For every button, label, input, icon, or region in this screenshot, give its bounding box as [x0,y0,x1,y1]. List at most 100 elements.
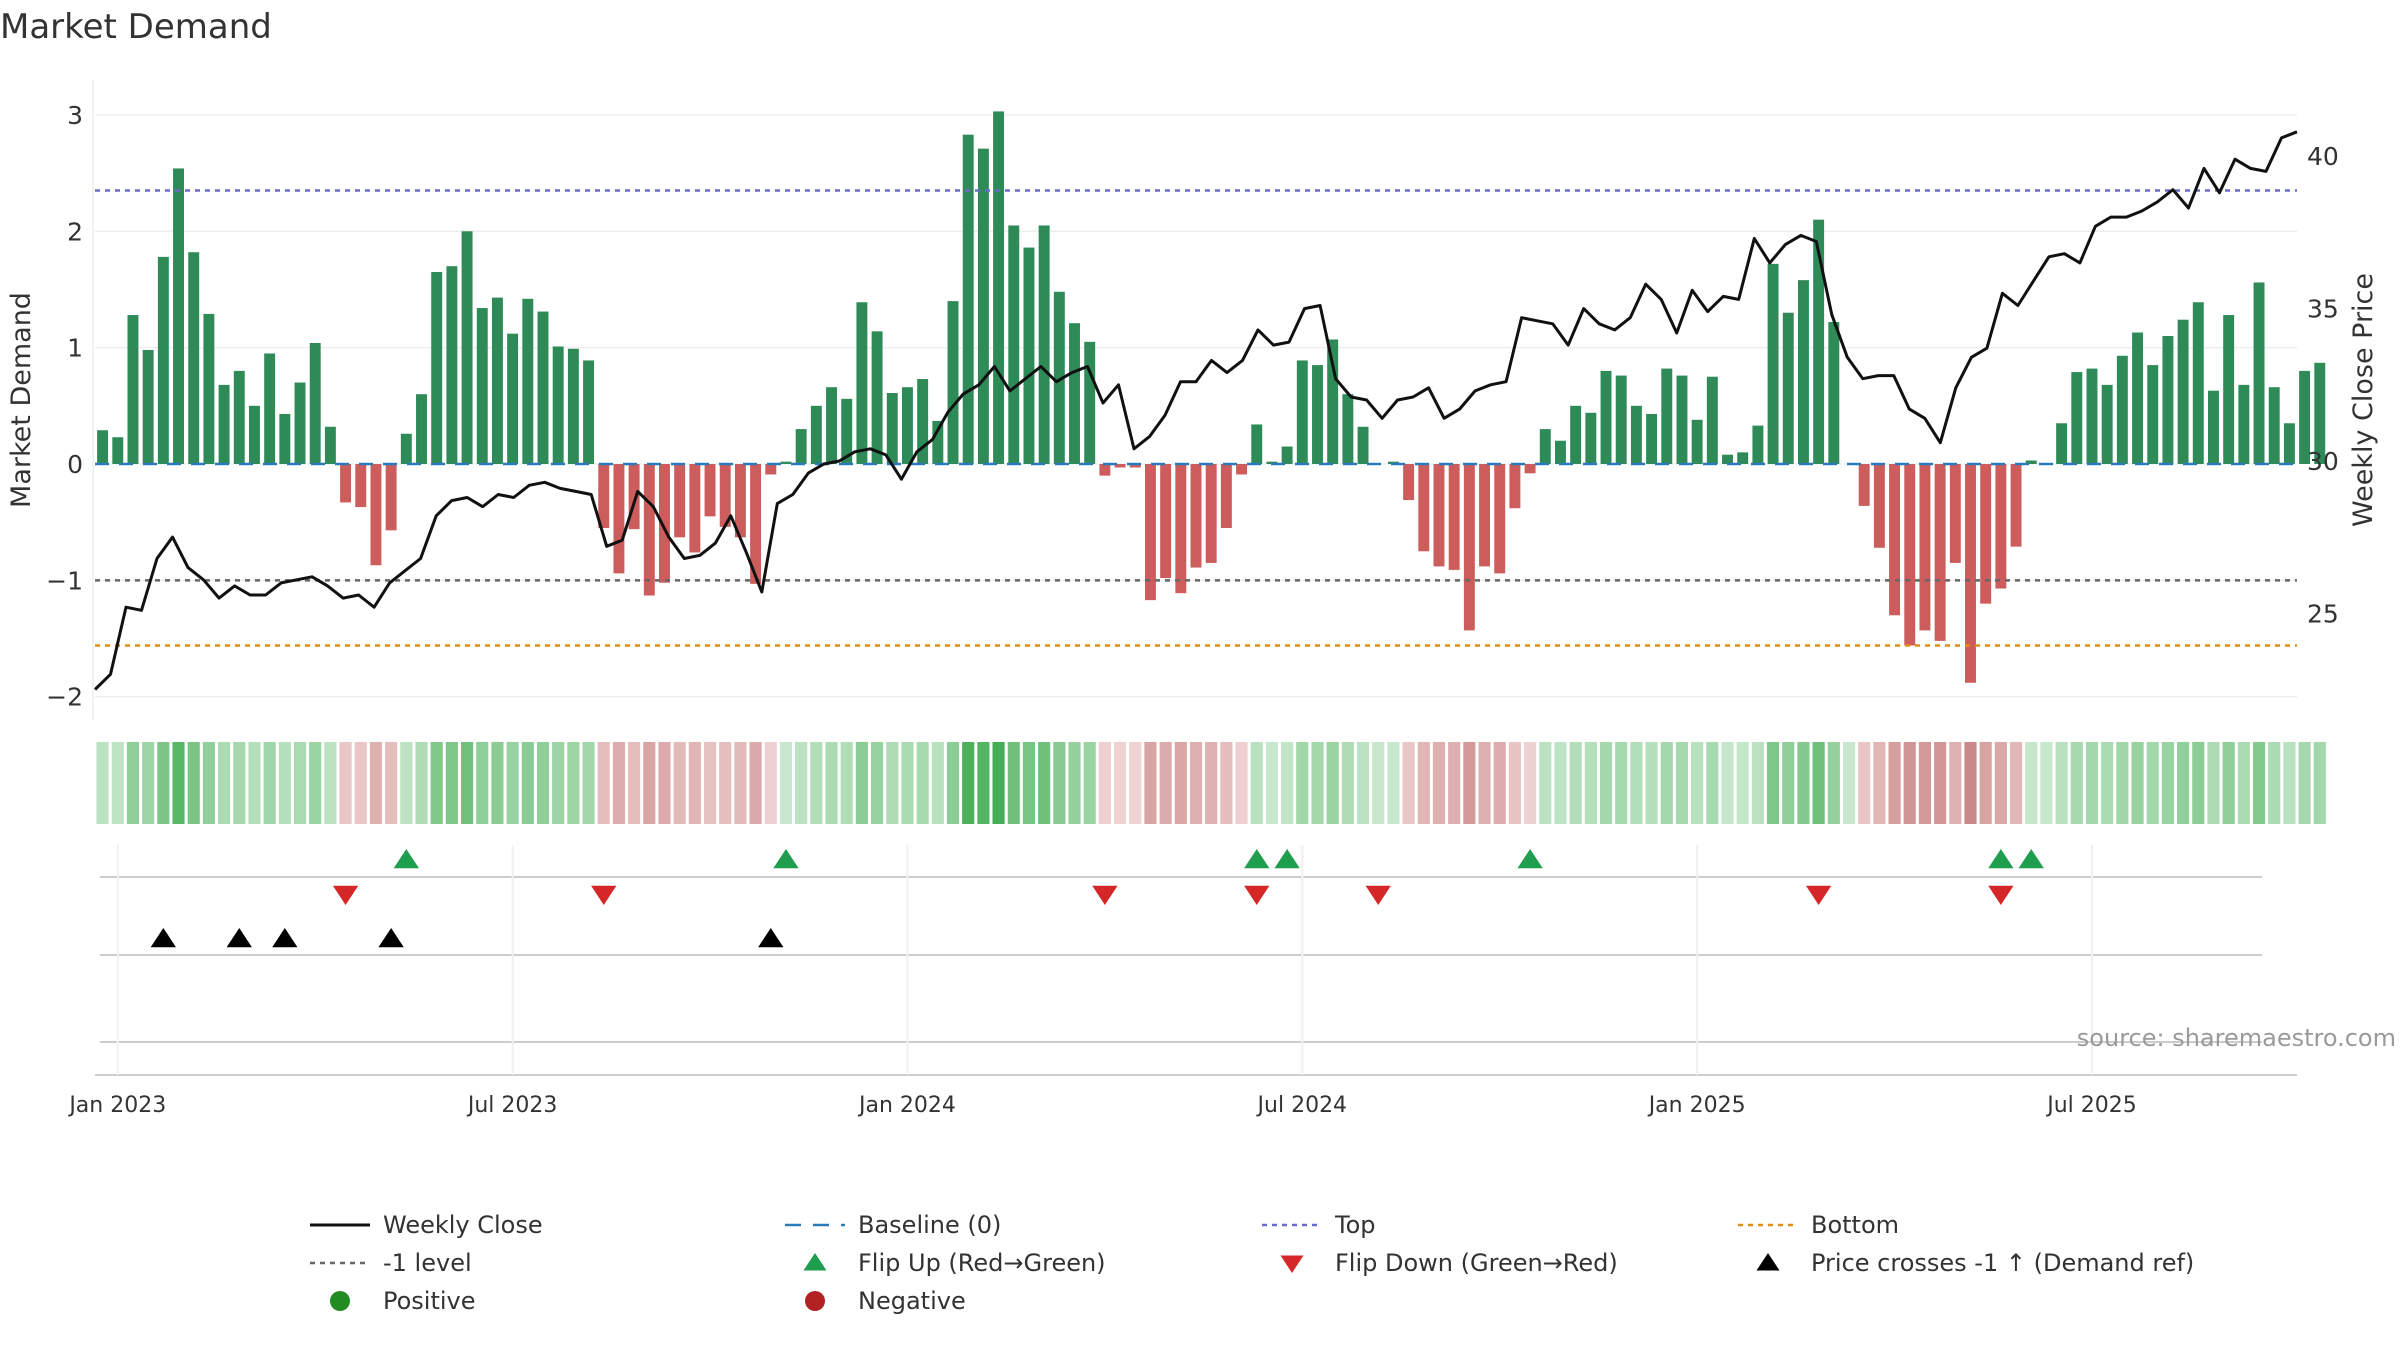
strip-cell [703,742,717,824]
strip-cell [1645,742,1658,824]
legend-flipup-label: Flip Up (Red→Green) [858,1249,1106,1277]
strip-cell [1296,742,1309,824]
demand-bar-positive [2132,332,2144,464]
strip-cell [1083,742,1096,824]
strip-cell [1524,742,1537,824]
demand-bar-negative [1919,464,1931,631]
demand-bar-positive [127,315,139,464]
strip-cell [901,742,914,824]
demand-bar-positive [795,429,807,464]
strip-cell [1599,742,1613,824]
strip-cell [2085,742,2099,824]
strip-cell [1569,742,1582,824]
strip-cell [1417,742,1430,824]
strip-cell [1341,742,1354,824]
strip-cell [1205,742,1218,824]
demand-bar-negative [659,464,670,583]
demand-bar-negative [1949,464,1961,563]
strip-cell [248,742,261,824]
demand-bar-positive [1752,425,1764,464]
strip-cell [977,742,990,824]
demand-bar-negative [1479,464,1491,567]
demand-bar-positive [507,333,519,464]
flip-down-marker [591,885,617,905]
strip-cell [491,742,504,824]
demand-bar-positive [1084,341,1096,464]
strip-cell [1615,742,1628,824]
strip-cell [415,742,428,824]
demand-bar-negative [1509,464,1521,509]
strip-cell [1873,742,1886,824]
x-tick-label: Jul 2025 [2045,1093,2137,1118]
demand-bar-negative [765,464,777,475]
strip-cell [339,742,352,824]
demand-bar-positive [233,370,245,464]
demand-bar-negative [1980,464,1992,604]
demand-bar-negative [628,464,640,530]
demand-bar-positive [1828,322,1840,464]
demand-bar-positive [2208,390,2219,464]
legend-flipdown-label: Flip Down (Green→Red) [1335,1249,1618,1277]
strip-cell [2116,742,2129,824]
strip-cell [1721,742,1734,824]
demand-bar-positive [97,430,109,464]
demand-bar-positive [1038,225,1050,464]
demand-bar-positive [491,297,503,464]
legend: Weekly Close Baseline (0) Top Bottom -1 leve… [310,1211,2194,1315]
legend-bottom-label: Bottom [1811,1211,1899,1239]
demand-bar-positive [1646,413,1658,464]
demand-bar-negative [1205,464,1217,563]
strip-cell [597,742,610,824]
y-tick-label: −2 [46,683,83,712]
demand-bar-negative [1463,464,1475,631]
demand-bar-negative [613,464,625,574]
strip-cell [1463,742,1476,824]
legend-baseline-label: Baseline (0) [858,1211,1001,1239]
y-axis-label: Market Demand [6,292,37,508]
demand-bar-negative [1220,464,1232,528]
strip-cell [1159,742,1172,824]
legend-top-label: Top [1334,1211,1376,1239]
demand-bar-positive [780,461,792,464]
strip-cell [734,742,747,824]
demand-bar-positive [2268,387,2280,464]
strip-cell [2268,742,2281,824]
demand-bar-negative [370,464,382,566]
strip-cell [1706,742,1719,824]
strip-cell [749,742,762,824]
demand-bar-positive [446,266,458,464]
demand-bar-negative [689,464,701,553]
strip-cell [1387,742,1400,824]
demand-bar-positive [2223,315,2235,464]
strip-cell [567,742,580,824]
demand-bar-positive [1281,446,1293,464]
x-tick-label: Jul 2024 [1256,1093,1348,1118]
strip-cell [2177,742,2190,824]
strip-cell [2237,742,2250,824]
demand-bar-positive [567,348,579,464]
y-tick-label: 0 [67,450,83,479]
legend-cross-swatch [1756,1253,1780,1271]
strip-cell [1827,742,1840,824]
strip-cell [521,742,534,824]
strip-cell [764,742,777,824]
strip-cell [1630,742,1643,824]
demand-bar-positive [400,433,412,464]
strip-cell [825,742,838,824]
strip-cell [1675,742,1689,824]
demand-bar-positive [917,379,929,464]
flip-up-marker [393,849,419,869]
flip-down-marker [1092,885,1118,905]
strip-cell [2283,742,2296,824]
demand-bar-positive [264,353,276,464]
demand-bar-positive [993,111,1005,464]
demand-bar-negative [1129,464,1141,468]
demand-bar-positive [309,342,321,464]
strip-cell [673,742,686,824]
demand-bar-negative [385,464,397,531]
strip-cell [1053,742,1066,824]
demand-bar-positive [1296,360,1308,464]
demand-bar-negative [674,464,686,538]
strip-cell [1797,742,1810,824]
demand-bar-positive [1023,247,1035,464]
